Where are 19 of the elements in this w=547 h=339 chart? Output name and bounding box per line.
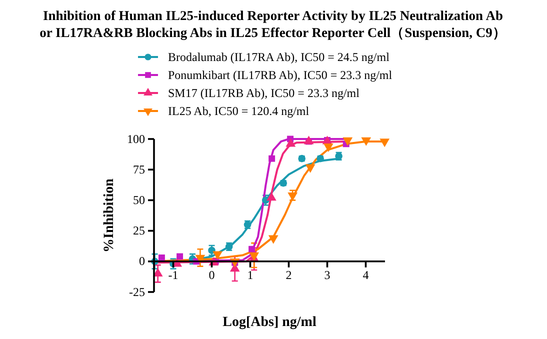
y-tick-label: 75 — [133, 162, 145, 176]
x-tick-label: 4 — [362, 268, 369, 282]
legend-label: Brodalumab (IL17RA Ab), IC50 = 24.5 ng/ml — [168, 50, 390, 64]
x-tick-label: 0 — [208, 268, 215, 282]
x-tick-label: 2 — [286, 268, 292, 282]
x-tick-label: 1 — [247, 268, 254, 282]
y-tick-label: 0 — [139, 254, 145, 268]
x-tick-label: -1 — [168, 268, 178, 282]
chart-title: Inhibition of Human IL25-induced Reporter Activity by IL25 Neutralization Ab or IL17RA&RB Blocking Abs in IL25 Effector Reporter Cell（Suspension, C9） — [40, 8, 506, 40]
y-tick-label: -25 — [129, 284, 145, 299]
legend-label: IL25 Ab, IC50 = 120.4 ng/ml — [168, 104, 310, 118]
y-tick-label: 25 — [133, 224, 145, 238]
legend-label: Ponumkibart (IL17RB Ab), IC50 = 23.3 ng/ml — [168, 68, 393, 82]
y-tick-label: 100 — [127, 132, 145, 146]
legend-label: SM17 (IL17RB Ab), IC50 = 23.3 ng/ml — [168, 86, 360, 100]
x-tick-label: 3 — [324, 268, 330, 282]
y-tick-label: 50 — [133, 193, 145, 208]
x-axis-title: Log[Abs] ng/ml — [222, 315, 316, 330]
y-axis-title: %Inhibition — [102, 178, 117, 252]
